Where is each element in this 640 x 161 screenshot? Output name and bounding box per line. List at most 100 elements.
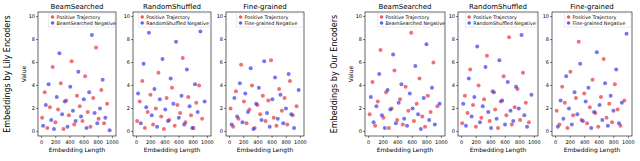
legend-box [237, 13, 303, 27]
point [174, 40, 178, 44]
point [411, 106, 415, 110]
subplot: BeamSearched020040060080010000246810Embe… [20, 3, 119, 154]
point [65, 125, 69, 129]
tick [36, 39, 38, 40]
point [387, 126, 391, 130]
point [527, 120, 531, 124]
point [152, 87, 156, 91]
title: RandomShuffled [469, 3, 527, 11]
legend-swatch [140, 21, 144, 25]
point [479, 116, 483, 120]
point [419, 127, 423, 131]
point [463, 94, 467, 98]
point [481, 104, 485, 108]
point [103, 116, 107, 120]
point [76, 70, 80, 74]
point [241, 120, 245, 124]
tick-label: 10 [543, 13, 549, 19]
point [563, 101, 567, 105]
point [431, 61, 435, 65]
legend-box [138, 13, 210, 27]
point [99, 88, 103, 92]
tick [456, 131, 458, 132]
point [74, 119, 78, 123]
tick [456, 39, 458, 40]
legend: Positive TrajectoryFine-grained Negative [565, 13, 631, 27]
legend-swatch [380, 15, 384, 19]
point [193, 82, 197, 86]
legend-swatch [567, 21, 571, 25]
tick-label: 4 [359, 82, 362, 88]
point [517, 106, 521, 110]
point [53, 120, 57, 124]
tick-label: 600 [267, 139, 277, 145]
tick [550, 62, 552, 63]
tick [363, 16, 365, 17]
point [398, 97, 402, 101]
point [402, 117, 406, 121]
tick-label: 2 [359, 105, 362, 111]
tick [131, 62, 133, 63]
tick-label: 400 [160, 139, 170, 145]
point [395, 118, 399, 122]
point [368, 112, 372, 116]
point [67, 113, 71, 117]
point [582, 92, 586, 96]
legend: Positive TrajectoryRandomShuffled Negati… [138, 13, 210, 27]
point [611, 109, 615, 113]
point [488, 119, 492, 123]
point [257, 86, 261, 90]
legend-label: BeamSearched Negative [57, 21, 116, 26]
points [368, 31, 442, 131]
point [413, 64, 417, 68]
tick-label: 4 [452, 82, 455, 88]
point [43, 90, 47, 94]
point [75, 94, 79, 98]
point [98, 106, 102, 110]
tick-label: 8 [546, 36, 549, 42]
point [577, 40, 581, 44]
row-label: Embeddings by Our Encoders [330, 15, 339, 134]
point [496, 126, 500, 130]
tick [224, 108, 226, 109]
point [262, 59, 266, 63]
tick [363, 108, 365, 109]
point [93, 111, 97, 115]
point [71, 109, 75, 113]
tick-label: 10 [124, 13, 130, 19]
tick-label: 200 [146, 139, 156, 145]
point [589, 126, 593, 130]
tick [363, 131, 365, 132]
point [596, 125, 600, 129]
point [249, 66, 253, 70]
point [80, 119, 84, 123]
point [41, 124, 45, 128]
point [513, 105, 517, 109]
point [285, 123, 289, 127]
point [273, 75, 277, 79]
tick-label: 1000 [622, 139, 635, 145]
point [52, 127, 56, 131]
point [377, 72, 381, 76]
tick-label: 4 [127, 82, 130, 88]
subplot: Fine-grained020040060080010000246810Embe… [217, 3, 307, 154]
tick-label: 800 [609, 139, 619, 145]
point [258, 112, 262, 116]
legend-label: Positive Trajectory [386, 15, 430, 20]
tick-label: 8 [32, 36, 35, 42]
point [625, 32, 629, 36]
point [40, 116, 44, 120]
point [105, 102, 109, 106]
point [181, 56, 185, 60]
tick-label: 10 [217, 13, 223, 19]
point [401, 123, 405, 127]
legend-label: Fine-grained Negative [245, 21, 298, 26]
legend-label: Positive Trajectory [245, 15, 289, 20]
point [500, 98, 504, 102]
point [200, 117, 204, 121]
point [59, 81, 63, 85]
axis-label: Value [347, 65, 354, 82]
point [86, 110, 90, 114]
tick-label: 2 [32, 105, 35, 111]
point [426, 94, 430, 98]
